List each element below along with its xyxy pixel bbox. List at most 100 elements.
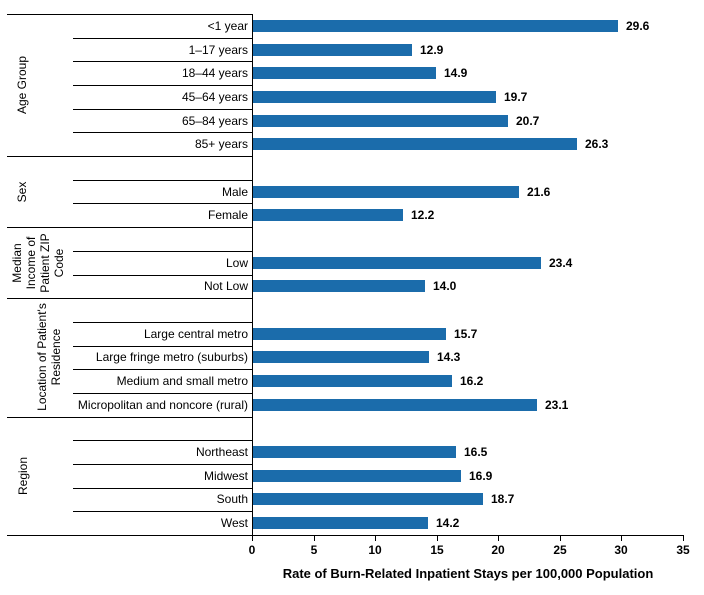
bar [253, 91, 496, 103]
value-label: 12.9 [420, 43, 444, 57]
value-label: 16.9 [469, 469, 493, 483]
category-separator-line [73, 251, 253, 252]
category-label: Northeast [195, 445, 248, 459]
x-tick-label: 35 [676, 543, 690, 557]
category-label: 65–84 years [181, 114, 248, 128]
bar [253, 328, 446, 340]
x-tick-mark [621, 536, 622, 541]
x-tick-mark [437, 536, 438, 541]
bar [253, 257, 541, 269]
bar [253, 470, 461, 482]
bar [253, 493, 483, 505]
category-label: 18–44 years [181, 66, 248, 80]
group-separator-line [7, 298, 253, 299]
bar [253, 399, 537, 411]
group-label: Location of Patient's Residence [35, 303, 63, 411]
value-label: 29.6 [626, 19, 650, 33]
group-separator-line [7, 14, 253, 15]
value-label: 16.5 [464, 445, 488, 459]
x-tick-mark [683, 536, 684, 541]
category-separator-line [73, 275, 253, 276]
group-label: Age Group [15, 55, 29, 115]
bar [253, 67, 436, 79]
value-label: 23.1 [545, 398, 569, 412]
value-label: 26.3 [585, 137, 609, 151]
x-tick-label: 30 [614, 543, 628, 557]
category-label: West [220, 516, 248, 530]
value-label: 18.7 [491, 492, 515, 506]
category-separator-line [73, 85, 253, 86]
category-separator-line [73, 61, 253, 62]
value-label: 12.2 [411, 208, 435, 222]
x-tick-label: 10 [368, 543, 382, 557]
value-label: 14.9 [444, 66, 468, 80]
bar [253, 209, 403, 221]
category-label: Male [221, 185, 248, 199]
group-label: Median Income of Patient ZIP Code [10, 233, 66, 293]
x-tick-label: 25 [553, 543, 567, 557]
category-separator-line [73, 38, 253, 39]
bar [253, 375, 452, 387]
category-separator-line [73, 488, 253, 489]
y-axis-line [252, 14, 253, 536]
category-separator-line [73, 203, 253, 204]
category-separator-line [73, 109, 253, 110]
category-label: 85+ years [194, 137, 248, 151]
value-label: 21.6 [527, 185, 551, 199]
x-tick-label: 15 [430, 543, 444, 557]
category-separator-line [73, 322, 253, 323]
value-label: 19.7 [504, 90, 528, 104]
x-tick-mark [252, 536, 253, 541]
category-label: Large central metro [143, 327, 248, 341]
category-label: Medium and small metro [116, 374, 248, 388]
category-label: <1 year [207, 19, 248, 33]
x-tick-mark [498, 536, 499, 541]
category-label: Midwest [203, 469, 248, 483]
category-label: Low [225, 256, 248, 270]
bar [253, 351, 429, 363]
value-label: 14.0 [433, 279, 457, 293]
group-label: Region [16, 456, 30, 496]
bar [253, 446, 456, 458]
value-label: 20.7 [516, 114, 540, 128]
category-label: 1–17 years [188, 43, 248, 57]
value-label: 14.3 [437, 350, 461, 364]
category-label: 45–64 years [181, 90, 248, 104]
category-label: Micropolitan and noncore (rural) [77, 398, 248, 412]
category-label: Not Low [203, 279, 248, 293]
category-separator-line [73, 464, 253, 465]
bar [253, 517, 428, 529]
x-tick-mark [375, 536, 376, 541]
category-separator-line [73, 440, 253, 441]
category-label: South [216, 492, 248, 506]
bar [253, 138, 577, 150]
group-separator-line [7, 156, 253, 157]
x-tick-label: 20 [491, 543, 505, 557]
value-label: 15.7 [454, 327, 478, 341]
x-tick-mark [560, 536, 561, 541]
category-separator-line [73, 511, 253, 512]
category-separator-line [73, 132, 253, 133]
x-axis-line [7, 535, 684, 536]
value-label: 14.2 [436, 516, 460, 530]
value-label: 16.2 [460, 374, 484, 388]
bar [253, 20, 618, 32]
category-separator-line [73, 393, 253, 394]
bar [253, 44, 412, 56]
x-tick-label: 0 [248, 543, 256, 557]
bar [253, 115, 508, 127]
bar [253, 280, 425, 292]
category-label: Female [207, 208, 248, 222]
x-tick-label: 5 [310, 543, 318, 557]
bar [253, 186, 519, 198]
x-tick-mark [314, 536, 315, 541]
category-separator-line [73, 180, 253, 181]
value-label: 23.4 [549, 256, 573, 270]
category-label: Large fringe metro (suburbs) [95, 350, 248, 364]
x-axis-title: Rate of Burn-Related Inpatient Stays per… [282, 566, 654, 581]
group-label: Sex [15, 181, 29, 203]
group-separator-line [7, 227, 253, 228]
category-separator-line [73, 346, 253, 347]
